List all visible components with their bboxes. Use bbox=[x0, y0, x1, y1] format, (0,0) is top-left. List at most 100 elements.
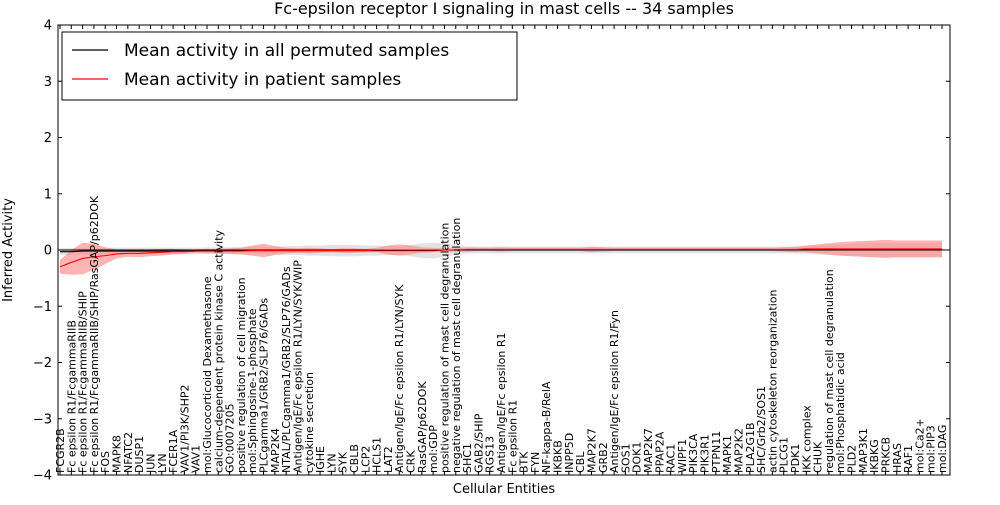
x-category-label: RasGAP/p62DOK bbox=[416, 381, 429, 473]
x-category-label: GO:0007205 bbox=[224, 403, 237, 473]
x-category-label: RAC1 bbox=[665, 444, 678, 473]
x-category-label: NFATC2 bbox=[122, 432, 135, 473]
x-category-label: CBL bbox=[574, 451, 587, 473]
x-category-label: regulation of mast cell degranulation bbox=[823, 269, 836, 473]
x-category-label: PLCG1 bbox=[778, 437, 791, 473]
chart-title: Fc-epsilon receptor I signaling in mast … bbox=[274, 0, 734, 18]
x-category-label: MAP3K1 bbox=[857, 428, 870, 473]
x-category-label: IKK complex bbox=[800, 405, 813, 473]
x-category-label: IGHE bbox=[314, 446, 327, 473]
x-category-label: mol:GDP bbox=[427, 425, 440, 473]
x-category-label: BTK bbox=[518, 451, 531, 473]
x-category-label: INPP5D bbox=[563, 433, 576, 473]
x-category-label: LCP2 bbox=[359, 446, 372, 473]
x-category-label: mol:Glucocorticoid Dexamethasone bbox=[201, 276, 214, 473]
x-category-label: PIK3CA bbox=[687, 433, 700, 473]
x-category-label: PLD2 bbox=[846, 445, 859, 473]
x-category-label: GAB2/SHIP bbox=[472, 413, 485, 473]
x-category-label: NTAL/PLCgamma1/GRB2/SLP76/GADs bbox=[280, 266, 293, 473]
x-category-label: HCLS1 bbox=[371, 437, 384, 473]
x-category-label: mol:Phosphatidic acid bbox=[834, 352, 847, 473]
bands-layer bbox=[60, 239, 942, 275]
x-category-label: NF-kappa-B/RelA bbox=[540, 381, 553, 473]
x-category-label: CRK bbox=[405, 450, 418, 473]
x-category-label: PLA2G1B bbox=[744, 422, 757, 473]
x-category-label: VAV1/PI3K/SHP2 bbox=[178, 384, 191, 473]
x-category-label: MAP2K4 bbox=[269, 428, 282, 473]
x-category-label: calcium-dependent protein kinase C activ… bbox=[212, 229, 225, 473]
x-category-label: VAV1 bbox=[190, 445, 203, 473]
x-category-label: DUSP1 bbox=[133, 436, 146, 473]
y-axis-ticks: −4 −3 −2 −1 0 1 2 3 4 bbox=[33, 19, 950, 484]
x-category-label: PDK1 bbox=[789, 444, 802, 473]
x-category-label: mol:Ca2+ bbox=[913, 418, 926, 473]
x-category-label: Fc epsilon R1 bbox=[506, 400, 519, 473]
x-category-label: DOK1 bbox=[631, 442, 644, 473]
x-category-label: HRAS bbox=[891, 443, 904, 473]
x-category-label: PLCgamma1/GRB2/SLP76/GADs bbox=[258, 298, 271, 473]
x-category-label: MAP2K7 bbox=[642, 428, 655, 473]
x-category-label: CBLB bbox=[348, 444, 361, 473]
x-category-label: RGS13 bbox=[484, 436, 497, 473]
x-category-label: positive regulation of cell migration bbox=[235, 277, 248, 473]
x-category-label: IKBKB bbox=[552, 440, 565, 473]
x-category-label: MAP2K2 bbox=[732, 428, 745, 473]
x-category-label: LYN bbox=[156, 453, 169, 473]
x-category-label: GRB2 bbox=[597, 442, 610, 473]
x-category-label: PPAP2A bbox=[653, 431, 666, 473]
x-category-label: FCGR2B bbox=[54, 428, 67, 473]
x-category-label: FYN bbox=[529, 452, 542, 473]
x-category-label: mol:PIP3 bbox=[925, 425, 938, 473]
x-category-label: SHC1 bbox=[461, 443, 474, 473]
x-category-label: FCER1A bbox=[167, 429, 180, 473]
y-tick-label: 4 bbox=[44, 19, 52, 34]
band-patient bbox=[60, 239, 942, 275]
series-line-permuted bbox=[60, 249, 942, 253]
x-category-label: SYK bbox=[337, 451, 350, 473]
x-category-label: RAF1 bbox=[902, 445, 915, 473]
y-tick-label: −4 bbox=[33, 469, 52, 484]
x-category-label: IKBKG bbox=[868, 439, 881, 473]
x-category-label: Fc epsilon R1/FcgammaRIIB/SHIP/RasGAP/p6… bbox=[88, 195, 101, 473]
y-tick-label: 1 bbox=[44, 187, 52, 202]
x-category-label: PIK3R1 bbox=[699, 434, 712, 473]
x-category-label: cytokine secretion bbox=[303, 372, 316, 473]
y-tick-label: 2 bbox=[44, 131, 52, 146]
x-category-label: mol:Sphingosine-1-phosphate bbox=[246, 308, 259, 473]
x-category-label: Antigen/IgE/Fc epsilon R1/LYN/SYK bbox=[393, 284, 406, 473]
y-tick-label: −3 bbox=[33, 412, 52, 427]
legend: Mean activity in all permuted samples Me… bbox=[61, 31, 518, 101]
x-category-label: actin cytoskeleton reorganization bbox=[766, 289, 779, 473]
y-axis-title: Inferred Activity bbox=[1, 198, 16, 302]
x-category-label: MAPK8 bbox=[111, 435, 124, 473]
y-tick-label: 0 bbox=[44, 244, 52, 259]
x-category-label: SHC/Grb2/SOS1 bbox=[755, 386, 768, 473]
x-axis-title: Cellular Entities bbox=[453, 482, 555, 497]
legend-label-permuted: Mean activity in all permuted samples bbox=[124, 41, 449, 61]
lines-layer bbox=[59, 248, 942, 268]
x-category-label: PTPN11 bbox=[710, 431, 723, 473]
x-category-label: Antigen/IgE/Fc epsilon R1/LYN/SYK/WIP bbox=[291, 260, 304, 473]
x-category-label: WIPF1 bbox=[676, 439, 689, 473]
x-category-label: negative regulation of mast cell degranu… bbox=[450, 218, 463, 473]
x-category-label: LAT2 bbox=[382, 446, 395, 473]
x-category-label: JUN bbox=[144, 453, 157, 474]
series-line-patient bbox=[59, 248, 942, 268]
x-category-label: MAP2K7 bbox=[585, 428, 598, 473]
x-category-label: Antigen/IgE/Fc epsilon R1/Fyn bbox=[608, 310, 621, 473]
x-category-label: Antigen/IgE/Fc epsilon R1 bbox=[495, 333, 508, 473]
y-tick-label: −2 bbox=[33, 356, 52, 371]
legend-box bbox=[61, 31, 518, 101]
y-tick-label: 3 bbox=[44, 75, 52, 90]
x-category-label: SOS1 bbox=[619, 443, 632, 473]
x-category-label: positive regulation of mast cell degranu… bbox=[438, 223, 451, 473]
x-category-label: CHUK bbox=[812, 441, 825, 473]
x-category-label: PRKCB bbox=[879, 437, 892, 473]
x-category-label: Fc epsilon R1/FcgammaRIIB/SHIP bbox=[77, 291, 90, 473]
x-category-label: mol:DAG bbox=[936, 425, 949, 473]
x-category-label: LYN bbox=[325, 453, 338, 473]
y-tick-label: −1 bbox=[33, 300, 52, 315]
